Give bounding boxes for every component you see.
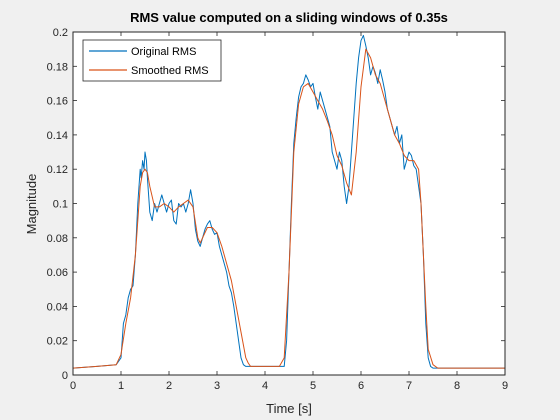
x-axis-label: Time [s] [266,401,312,416]
x-tick-label: 4 [262,380,268,392]
x-tick-label: 1 [118,380,124,392]
y-tick-label: 0.2 [53,27,68,39]
legend[interactable]: Original RMS Smoothed RMS [82,39,222,82]
y-tick-label: 0.08 [47,233,68,245]
y-tick-label: 0.06 [47,267,68,279]
x-tick-label: 8 [454,380,460,392]
y-tick-label: 0.02 [47,336,68,348]
x-tick-label: 3 [214,380,220,392]
x-tick-label: 2 [166,380,172,392]
y-tick-label: 0.14 [47,130,68,142]
y-tick-label: 0.18 [47,61,68,73]
legend-box [82,39,222,82]
plot-area [73,32,505,375]
series-line-smoothed-rms [72,48,505,369]
x-tick-label: 0 [70,380,76,392]
y-tick-label: 0 [62,370,68,382]
x-tick-label: 9 [502,380,508,392]
legend-label-smoothed-rms: Smoothed RMS [131,65,209,77]
y-tick-label: 0.1 [53,199,68,211]
legend-label-original-rms: Original RMS [131,46,196,58]
x-tick-label: 5 [310,380,316,392]
y-tick-label: 0.16 [47,96,68,108]
y-tick-label: 0.04 [47,301,68,313]
chart-title: RMS value computed on a sliding windows … [130,10,448,25]
x-tick-label: 6 [358,380,364,392]
y-axis-label: Magnitude [24,174,39,235]
x-tick-label: 7 [406,380,412,392]
y-axis: 0 0.02 0.04 0.06 0.08 0.1 0.12 0.14 0.16 0.18 0.2 [47,27,505,382]
x-axis: 0 1 2 3 4 5 6 7 8 9 [70,32,508,392]
y-tick-label: 0.12 [47,164,68,176]
series-group [72,34,505,369]
